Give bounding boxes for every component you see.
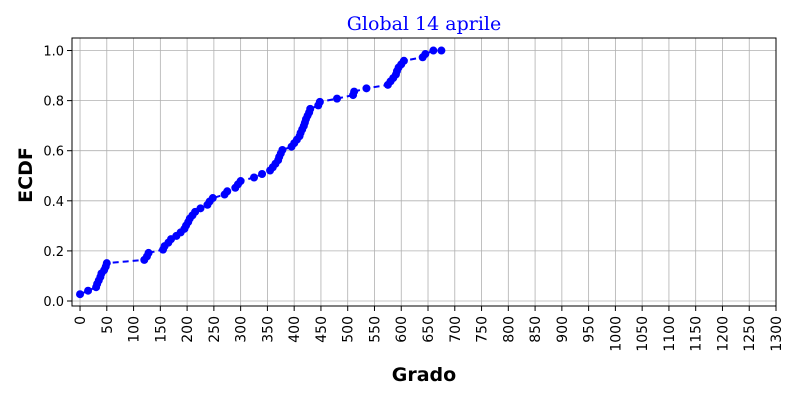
x-tick-label: 600 xyxy=(394,316,410,343)
x-tick-label: 250 xyxy=(207,316,223,343)
x-tick-label: 550 xyxy=(367,316,383,343)
data-point xyxy=(144,248,153,257)
data-point xyxy=(333,94,342,103)
x-tick-label: 750 xyxy=(475,316,491,343)
y-tick-label: 0.0 xyxy=(43,295,64,310)
y-tick-label: 0.6 xyxy=(43,145,64,160)
data-point xyxy=(362,84,371,93)
data-point xyxy=(429,46,438,55)
y-axis-label: ECDF xyxy=(15,147,37,203)
data-point xyxy=(399,56,408,65)
x-tick-label: 150 xyxy=(153,316,169,343)
x-tick-label: 500 xyxy=(341,316,357,343)
data-point xyxy=(315,97,324,106)
x-tick-label: 1200 xyxy=(715,316,731,352)
y-tick-label: 0.2 xyxy=(43,245,64,260)
x-tick-label: 800 xyxy=(501,316,517,343)
chart-title: Global 14 aprile xyxy=(347,13,502,35)
x-tick-label: 1100 xyxy=(662,316,678,352)
x-tick-label: 50 xyxy=(100,316,116,334)
data-point xyxy=(250,173,259,182)
data-point xyxy=(278,145,287,154)
y-tick-label: 1.0 xyxy=(43,45,64,60)
x-tick-label: 450 xyxy=(314,316,330,343)
x-tick-label: 650 xyxy=(421,316,437,343)
y-axis-ticks: 0.0 0.2 0.4 0.6 0.8 1.0 xyxy=(43,45,72,310)
x-tick-label: 700 xyxy=(448,316,464,343)
x-tick-label: 950 xyxy=(582,316,598,343)
data-point xyxy=(350,87,359,96)
x-axis-label: Grado xyxy=(392,364,456,386)
data-point xyxy=(76,290,85,299)
data-point xyxy=(223,187,232,196)
y-tick-label: 0.4 xyxy=(43,195,64,210)
x-tick-label: 850 xyxy=(528,316,544,343)
data-point xyxy=(421,50,430,59)
data-point xyxy=(84,286,93,295)
x-tick-label: 1000 xyxy=(608,316,624,352)
x-tick-label: 0 xyxy=(73,316,89,325)
x-tick-label: 100 xyxy=(127,316,143,343)
grid xyxy=(72,38,777,306)
x-tick-label: 1050 xyxy=(635,316,651,352)
x-tick-label: 900 xyxy=(555,316,571,343)
data-point xyxy=(236,177,245,186)
y-tick-label: 0.8 xyxy=(43,95,64,110)
data-point xyxy=(306,104,315,113)
x-tick-label: 400 xyxy=(287,316,303,343)
data-point xyxy=(102,259,111,268)
series-group xyxy=(76,46,446,299)
x-tick-label: 200 xyxy=(180,316,196,343)
x-tick-label: 350 xyxy=(260,316,276,343)
data-point xyxy=(437,46,446,55)
x-tick-label: 1250 xyxy=(742,316,758,352)
data-point xyxy=(208,194,217,203)
data-point xyxy=(196,204,205,213)
x-tick-label: 1150 xyxy=(689,316,705,352)
x-tick-label: 1300 xyxy=(769,316,785,352)
x-tick-label: 300 xyxy=(234,316,250,343)
data-point xyxy=(258,170,267,179)
x-axis-ticks: 0 50 100 150 200 250 300 350 400 450 500 550 600 650 7… xyxy=(73,306,785,352)
plot-frame xyxy=(71,37,777,307)
